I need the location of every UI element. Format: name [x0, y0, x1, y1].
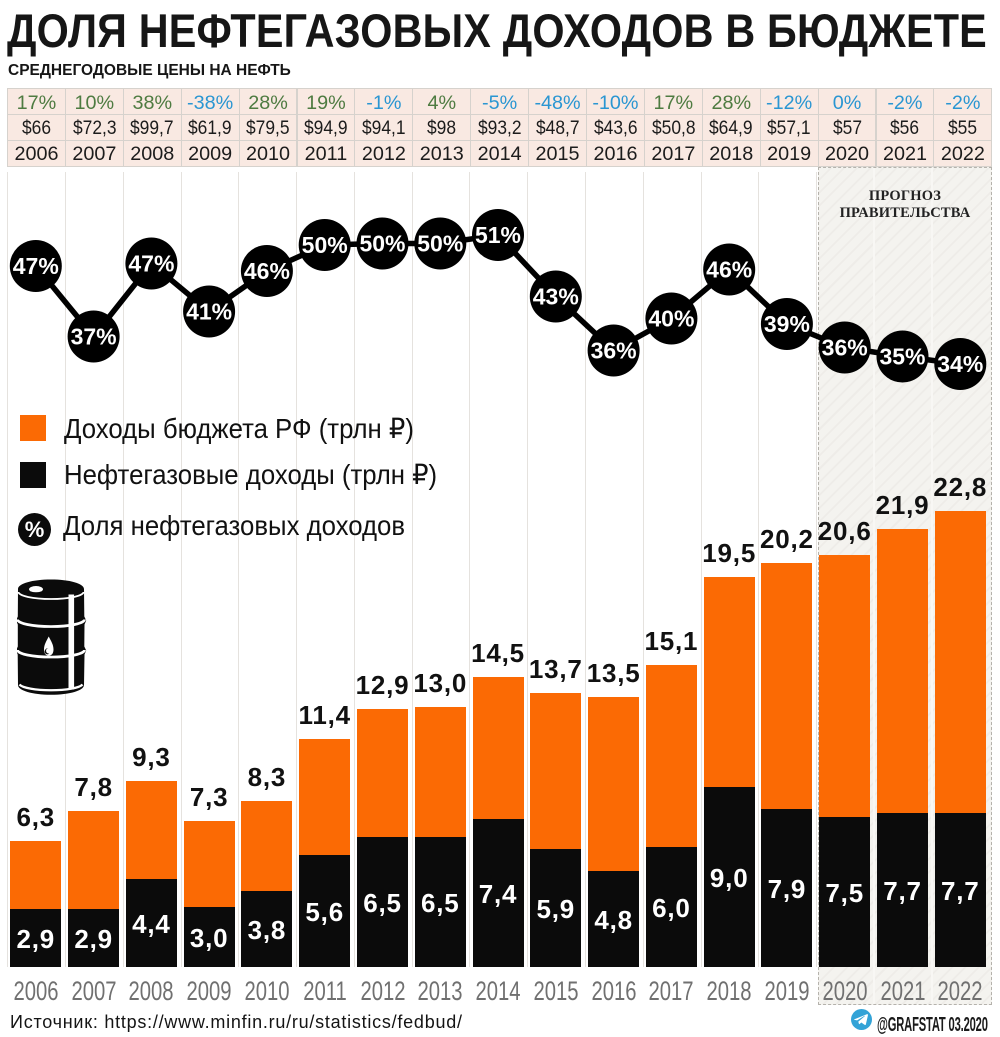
- svg-text:51%: 51%: [475, 222, 521, 248]
- svg-text:39%: 39%: [764, 311, 810, 337]
- svg-text:50%: 50%: [417, 231, 463, 257]
- svg-text:34%: 34%: [937, 351, 983, 377]
- svg-text:47%: 47%: [13, 253, 59, 279]
- svg-text:37%: 37%: [71, 324, 117, 350]
- svg-text:50%: 50%: [359, 231, 405, 257]
- svg-text:46%: 46%: [244, 258, 290, 284]
- svg-text:41%: 41%: [186, 299, 232, 325]
- svg-text:43%: 43%: [533, 284, 579, 310]
- svg-text:40%: 40%: [648, 306, 694, 332]
- svg-text:47%: 47%: [128, 251, 174, 277]
- svg-text:35%: 35%: [879, 344, 925, 370]
- svg-text:46%: 46%: [706, 257, 752, 283]
- svg-text:50%: 50%: [302, 232, 348, 258]
- svg-text:36%: 36%: [822, 335, 868, 361]
- svg-text:36%: 36%: [591, 338, 637, 364]
